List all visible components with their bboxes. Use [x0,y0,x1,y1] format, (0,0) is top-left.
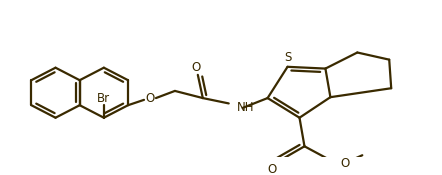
Text: O: O [267,163,276,175]
Text: O: O [340,157,350,170]
Text: O: O [191,61,201,74]
Text: Br: Br [97,92,110,105]
Text: O: O [145,92,155,105]
Text: S: S [284,51,291,64]
Text: NH: NH [237,101,254,114]
